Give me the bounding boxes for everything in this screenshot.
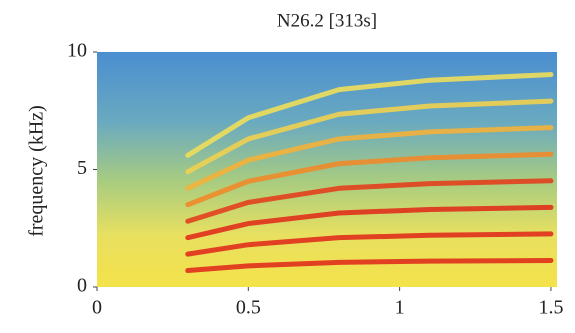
y-tick-label: 0 [77, 275, 87, 297]
x-tick-label: 0.5 [236, 297, 261, 319]
spectrogram-background [97, 52, 557, 287]
x-tick-label: 0 [92, 297, 102, 319]
x-tick-label: 1 [395, 297, 405, 319]
harmonic-track [185, 257, 554, 274]
y-tick-label: 5 [77, 157, 87, 179]
harmonic-track [185, 98, 554, 175]
harmonic-track [185, 125, 554, 191]
harmonic-track [185, 151, 554, 208]
chart-title: N26.2 [313s] [277, 10, 377, 31]
harmonic-track [185, 178, 554, 224]
x-tick-label: 1.5 [538, 297, 563, 319]
harmonic-track [185, 204, 554, 241]
y-axis-label: frequency (kHz) [26, 105, 48, 237]
y-tick-label: 10 [67, 40, 87, 62]
harmonic-track [185, 231, 554, 257]
harmonic-track [185, 72, 554, 158]
